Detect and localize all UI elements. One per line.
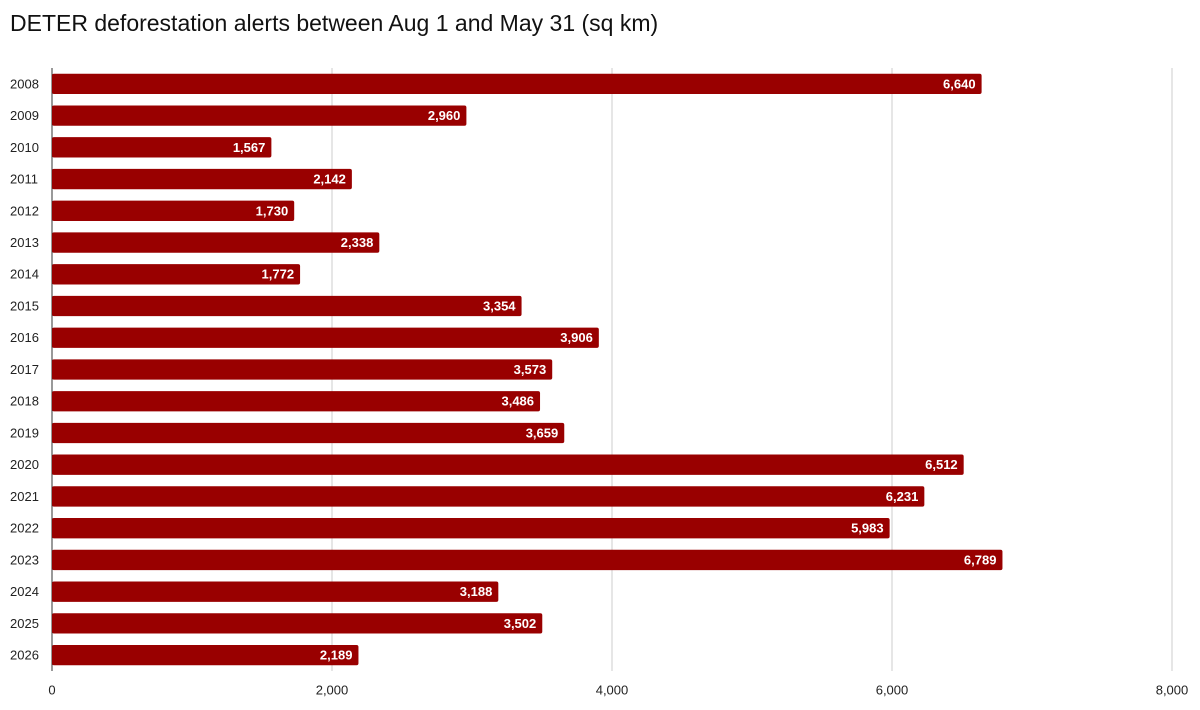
x-tick-label: 4,000	[596, 682, 629, 697]
bar	[52, 200, 295, 221]
bar	[52, 168, 352, 190]
x-tick-label: 2,000	[316, 682, 349, 697]
x-tick-label: 6,000	[876, 682, 909, 697]
value-label: 1,567	[233, 140, 266, 155]
value-label: 2,189	[320, 648, 353, 663]
bar	[52, 549, 1003, 571]
value-label: 3,188	[460, 584, 493, 599]
bar	[52, 295, 522, 317]
y-tick-label: 2010	[10, 140, 39, 155]
y-tick-label: 2024	[10, 584, 39, 599]
bar	[52, 105, 467, 126]
bar	[52, 327, 599, 348]
y-tick-label: 2020	[10, 457, 39, 472]
y-tick-label: 2019	[10, 425, 39, 440]
y-tick-label: 2018	[10, 394, 39, 409]
bar	[52, 359, 553, 380]
y-tick-label: 2022	[10, 521, 39, 536]
y-tick-label: 2016	[10, 330, 39, 345]
y-tick-label: 2009	[10, 108, 39, 123]
bar	[52, 581, 499, 602]
y-tick-label: 2025	[10, 616, 39, 631]
y-tick-label: 2008	[10, 76, 39, 91]
bar	[52, 454, 964, 475]
value-label: 3,906	[560, 330, 593, 345]
bar	[52, 264, 301, 285]
value-label: 3,502	[504, 616, 537, 631]
x-tick-label: 0	[48, 682, 55, 697]
y-tick-label: 2023	[10, 552, 39, 567]
value-label: 6,789	[964, 552, 997, 567]
bar	[52, 73, 982, 95]
value-label: 6,640	[943, 76, 976, 91]
chart-title: DETER deforestation alerts between Aug 1…	[10, 10, 658, 36]
y-tick-label: 2021	[10, 489, 39, 504]
value-label: 3,659	[526, 425, 559, 440]
y-tick-label: 2017	[10, 362, 39, 377]
value-label: 5,983	[851, 521, 884, 536]
y-tick-label: 2012	[10, 203, 39, 218]
bar	[52, 518, 890, 539]
value-label: 2,142	[313, 172, 346, 187]
value-label: 1,730	[256, 203, 289, 218]
y-tick-label: 2015	[10, 298, 39, 313]
bar	[52, 613, 543, 634]
value-label: 6,512	[925, 457, 958, 472]
value-label: 2,338	[341, 235, 374, 250]
value-label: 1,772	[262, 267, 295, 282]
y-tick-label: 2014	[10, 267, 39, 282]
bar	[52, 232, 380, 253]
value-label: 3,486	[501, 394, 534, 409]
bar	[52, 422, 565, 444]
value-label: 3,354	[483, 298, 516, 313]
bar	[52, 486, 925, 507]
bar	[52, 644, 359, 666]
value-label: 2,960	[428, 108, 461, 123]
bar	[52, 137, 272, 158]
bar	[52, 391, 541, 412]
x-tick-label: 8,000	[1156, 682, 1189, 697]
y-tick-label: 2011	[10, 172, 38, 187]
value-label: 3,573	[514, 362, 547, 377]
y-tick-label: 2013	[10, 235, 39, 250]
y-tick-label: 2026	[10, 648, 39, 663]
value-label: 6,231	[886, 489, 919, 504]
